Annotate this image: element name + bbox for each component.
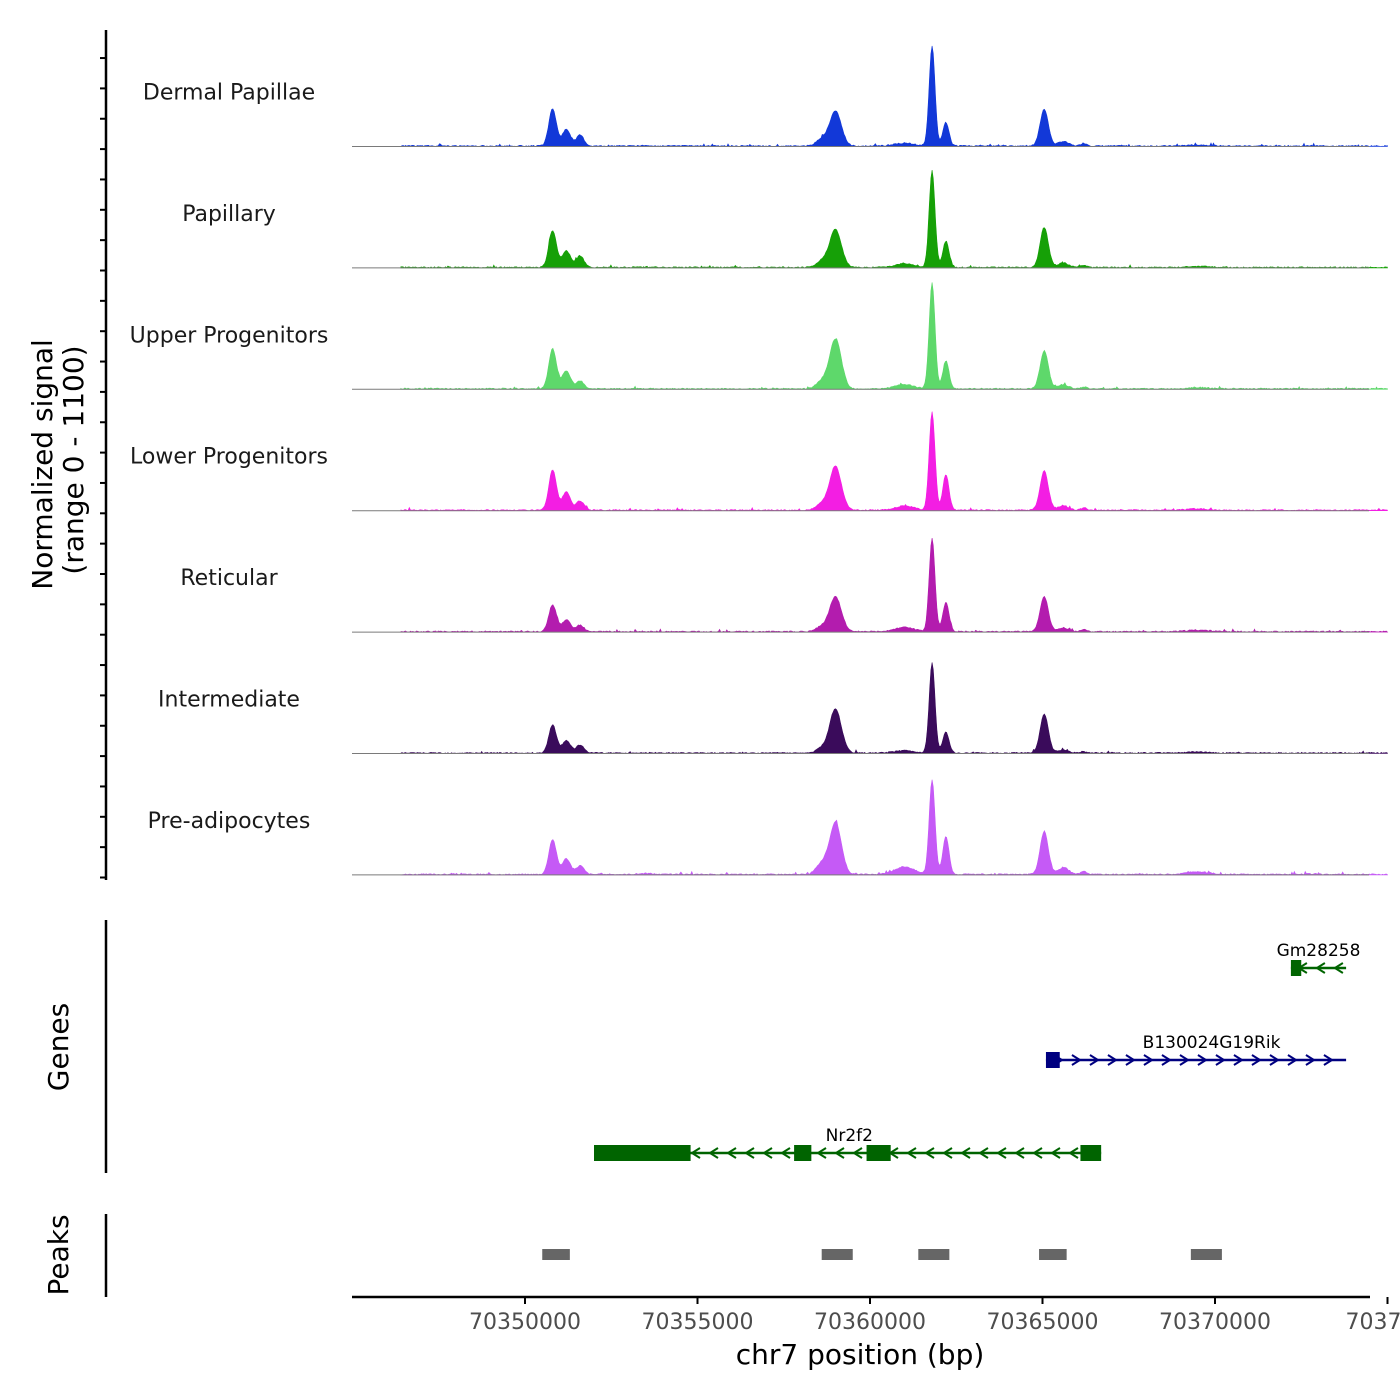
x-axis-title: chr7 position (bp) xyxy=(736,1338,985,1371)
strand-arrow xyxy=(1269,1054,1280,1066)
exon xyxy=(594,1145,691,1161)
exon xyxy=(1290,960,1302,976)
x-tick-label: 70360000 xyxy=(814,1310,926,1335)
strand-arrow xyxy=(960,1147,971,1159)
signal-area xyxy=(400,662,1388,754)
track-dermal-papillae: Dermal Papillae xyxy=(143,45,1388,147)
y-axis-title-line1: Normalized signal xyxy=(26,339,59,590)
track-label: Pre-adipocytes xyxy=(148,809,311,834)
signal-area xyxy=(400,45,1388,147)
gene-label: Gm28258 xyxy=(1277,941,1361,961)
strand-arrow xyxy=(780,1147,791,1159)
strand-arrow xyxy=(1125,1054,1136,1066)
track-label: Upper Progenitors xyxy=(130,323,329,348)
strand-arrow xyxy=(762,1147,773,1159)
strand-arrow xyxy=(852,1147,863,1159)
peak-region xyxy=(542,1249,570,1260)
peaks-panel-label: Peaks xyxy=(42,1214,75,1295)
x-tick-label: 70350000 xyxy=(469,1310,581,1335)
strand-arrow xyxy=(978,1147,989,1159)
strand-arrow xyxy=(1089,1054,1100,1066)
signal-area xyxy=(400,411,1388,512)
gene-nr2f2: Nr2f2 xyxy=(594,1126,1102,1161)
strand-arrow xyxy=(1071,1054,1082,1066)
strand-arrow xyxy=(1333,962,1344,974)
track-label: Reticular xyxy=(180,566,278,591)
strand-arrow xyxy=(744,1147,755,1159)
strand-arrow xyxy=(1305,1054,1316,1066)
signal-area xyxy=(400,170,1388,269)
track-upper-progenitors: Upper Progenitors xyxy=(130,282,1388,390)
strand-arrow xyxy=(942,1147,953,1159)
y-axis-title: Normalized signal (range 0 - 1100) xyxy=(26,330,90,589)
x-tick-label: 70365000 xyxy=(987,1310,1099,1335)
strand-arrow xyxy=(1032,1147,1043,1159)
peak-region xyxy=(918,1249,950,1260)
x-tick-label: 70355000 xyxy=(642,1310,754,1335)
gene-label: B130024G19Rik xyxy=(1143,1033,1281,1053)
track-label: Dermal Papillae xyxy=(143,81,315,106)
strand-arrow xyxy=(1179,1054,1190,1066)
gene-b130024g19rik: B130024G19Rik xyxy=(1045,1033,1347,1068)
exon xyxy=(1045,1052,1060,1068)
strand-arrow xyxy=(1315,962,1326,974)
strand-arrow xyxy=(1068,1147,1079,1159)
exon xyxy=(794,1145,812,1161)
peak-region xyxy=(821,1249,853,1260)
peak-region xyxy=(1190,1249,1222,1260)
y-axis-title-line2: (range 0 - 1100) xyxy=(57,345,90,574)
strand-arrow xyxy=(1161,1054,1172,1066)
strand-arrow xyxy=(906,1147,917,1159)
gene-gm28258: Gm28258 xyxy=(1277,941,1361,976)
genes-panel-label: Genes xyxy=(42,1003,75,1091)
strand-arrow xyxy=(1107,1054,1118,1066)
track-reticular: Reticular xyxy=(180,537,1389,633)
strand-arrow xyxy=(1233,1054,1244,1066)
track-papillary: Papillary xyxy=(182,170,1388,269)
strand-arrow xyxy=(690,1147,701,1159)
track-pre-adipocytes: Pre-adipocytes xyxy=(148,779,1388,876)
strand-arrow xyxy=(726,1147,737,1159)
strand-arrow xyxy=(834,1147,845,1159)
strand-arrow xyxy=(996,1147,1007,1159)
track-intermediate: Intermediate xyxy=(158,662,1388,754)
gene-label: Nr2f2 xyxy=(826,1126,873,1146)
strand-arrow xyxy=(924,1147,935,1159)
exon xyxy=(1080,1145,1102,1161)
x-tick-label: 70370000 xyxy=(1159,1310,1271,1335)
strand-arrow xyxy=(1215,1054,1226,1066)
signal-area xyxy=(400,537,1389,633)
signal-area xyxy=(400,282,1388,390)
strand-arrow xyxy=(1050,1147,1061,1159)
track-label: Papillary xyxy=(182,202,276,227)
strand-arrow xyxy=(1287,1054,1298,1066)
track-label: Lower Progenitors xyxy=(130,445,328,470)
exon xyxy=(866,1145,891,1161)
strand-arrow xyxy=(816,1147,827,1159)
strand-arrow xyxy=(708,1147,719,1159)
signal-area xyxy=(400,779,1388,876)
x-tick-label: 703750 xyxy=(1346,1310,1400,1335)
track-lower-progenitors: Lower Progenitors xyxy=(130,411,1388,512)
strand-arrow xyxy=(1143,1054,1154,1066)
strand-arrow xyxy=(1014,1147,1025,1159)
strand-arrow xyxy=(1323,1054,1334,1066)
strand-arrow xyxy=(1197,1054,1208,1066)
peak-region xyxy=(1039,1249,1067,1260)
strand-arrow xyxy=(1251,1054,1262,1066)
track-label: Intermediate xyxy=(158,688,300,713)
